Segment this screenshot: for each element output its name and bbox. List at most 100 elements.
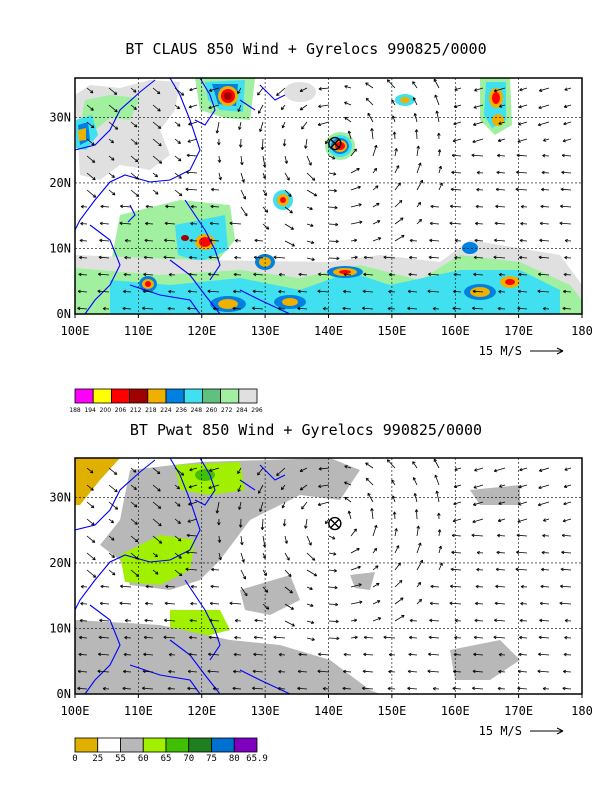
wind-vector: [86, 104, 94, 111]
wind-vector: [174, 121, 181, 127]
wind-vector: [409, 618, 418, 623]
wind-vectors-claus: [77, 78, 572, 311]
wind-vector: [328, 222, 339, 227]
colorbar-swatch: [165, 388, 185, 404]
wind-vector: [517, 289, 528, 294]
wind-vector: [328, 602, 339, 607]
wind-vector: [152, 138, 162, 147]
wind-vector: [562, 518, 572, 523]
wind-vector: [174, 518, 181, 525]
wind-vector: [174, 138, 181, 145]
wind-vector: [388, 272, 396, 277]
wind-vector: [254, 238, 264, 243]
wind-vector: [322, 686, 330, 691]
wind-vector: [174, 467, 185, 476]
wind-vector: [130, 121, 138, 128]
x-tick-label: 170E: [504, 704, 533, 718]
wind-vector: [168, 669, 176, 674]
wind-vector: [537, 501, 550, 507]
wind-vector: [519, 618, 528, 623]
wind-vector: [328, 585, 338, 590]
wind-vector: [318, 484, 330, 489]
wind-vector: [372, 167, 378, 174]
wind-vector: [391, 479, 396, 486]
gyre-center-cross: [330, 139, 340, 149]
wind-vector: [472, 289, 484, 294]
wind-vector: [518, 501, 528, 506]
wind-vector: [430, 204, 440, 209]
wind-vector: [476, 550, 484, 555]
wind-vector: [262, 535, 267, 548]
wind-vector: [495, 567, 506, 572]
wind-vector: [383, 635, 396, 640]
wind-vector: [437, 149, 442, 157]
wind-vector: [516, 170, 528, 175]
y-tick-label: 20N: [49, 176, 71, 190]
wind-vector: [372, 524, 378, 537]
wind-vector: [208, 87, 220, 92]
wind-vector: [497, 153, 506, 158]
wind-vector: [350, 167, 360, 174]
wind-vector: [306, 535, 312, 546]
wind-vector: [388, 652, 396, 657]
colorbar-swatch: [129, 388, 149, 404]
colorbar-label: 284: [236, 407, 248, 414]
chart-title-claus: BT CLAUS 850 Wind + Gyrelocs 990825/0000: [125, 40, 487, 58]
wind-vector: [394, 217, 404, 225]
wind-vector: [350, 600, 363, 605]
wind-vector: [538, 635, 550, 640]
colorbar-label: 25: [92, 754, 103, 764]
wind-vector: [102, 306, 110, 311]
wind-vector: [186, 533, 198, 538]
colorbar-label: 65: [161, 754, 172, 764]
wind-vector: [430, 584, 440, 589]
wind-vector: [130, 155, 139, 163]
wind-vector: [152, 467, 161, 475]
wind-vector: [453, 652, 462, 657]
wind-vector: [453, 669, 462, 674]
wind-vector: [164, 601, 176, 606]
wind-vector: [453, 484, 462, 489]
wind-vector: [517, 518, 528, 523]
wind-vector: [186, 170, 198, 175]
wind-vector: [454, 467, 462, 471]
wind-vector: [394, 148, 398, 157]
wind-vector: [238, 138, 243, 148]
wind-vector: [495, 584, 506, 589]
wind-vector: [98, 272, 110, 277]
wind-vector: [427, 669, 440, 674]
wind-vector: [237, 484, 242, 492]
wind-vector: [429, 618, 440, 623]
wind-vector: [119, 221, 132, 226]
wind-vector: [519, 635, 528, 640]
wind-vector: [278, 289, 286, 294]
wind-vector: [262, 189, 267, 196]
wind-vector: [363, 635, 374, 640]
wind-vector: [284, 620, 295, 627]
wind-vector: [318, 652, 330, 657]
x-tick-label: 120E: [187, 704, 216, 718]
wind-vector: [412, 477, 418, 486]
wind-vector: [438, 562, 443, 571]
wind-vector: [212, 686, 220, 691]
wind-vector: [328, 205, 338, 210]
wind-vector: [454, 87, 462, 91]
wind-vector: [563, 501, 572, 506]
wind-vector: [78, 652, 88, 657]
wind-vector: [350, 185, 361, 191]
wind-vector: [284, 535, 289, 544]
y-tick-label: 30N: [49, 490, 71, 504]
wind-vector: [416, 559, 424, 571]
wind-vector: [123, 272, 132, 277]
wind-vector: [350, 203, 362, 208]
wind-vector: [284, 240, 295, 247]
wind-vector: [391, 495, 396, 503]
wind-vector: [429, 601, 440, 606]
wind-vector: [542, 518, 550, 522]
wind-vector: [152, 155, 163, 164]
wind-vector: [416, 218, 423, 225]
wind-vector: [209, 618, 220, 623]
wind-vector: [208, 104, 220, 110]
wind-vector: [498, 272, 506, 277]
wind-vector: [174, 87, 185, 96]
